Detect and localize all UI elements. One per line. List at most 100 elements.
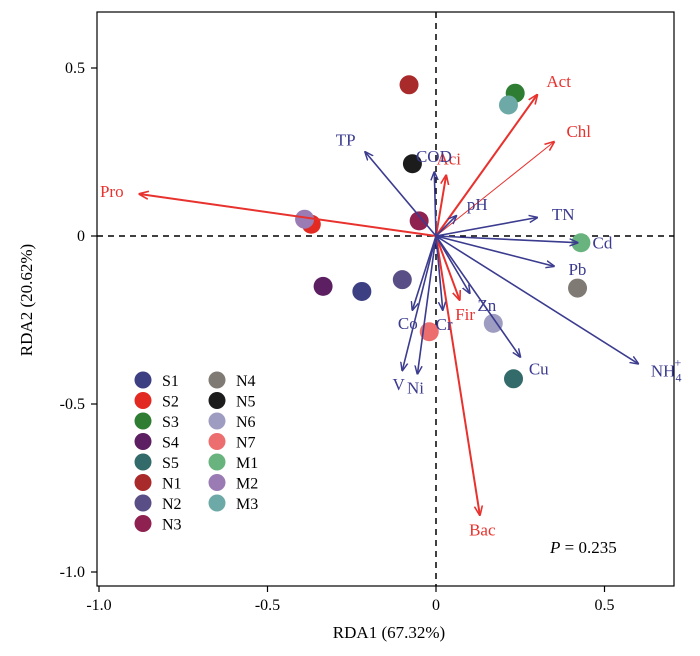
sample-point-n5 bbox=[402, 154, 422, 174]
legend-marker-n1 bbox=[134, 474, 152, 491]
env-label-pb: Pb bbox=[568, 260, 586, 279]
env-arrow-pb bbox=[435, 235, 554, 266]
env-arrow-cr bbox=[435, 235, 443, 310]
legend-label-n4: N4 bbox=[236, 373, 256, 390]
env-label-cod: COD bbox=[416, 147, 452, 166]
species-label-pro: Pro bbox=[100, 182, 124, 201]
legend-label-n3: N3 bbox=[162, 517, 182, 534]
sample-points bbox=[295, 75, 591, 389]
env-label-ph: pH bbox=[467, 195, 488, 214]
y-tick-label: -0.5 bbox=[60, 396, 85, 413]
legend-label-s1: S1 bbox=[162, 373, 179, 390]
env-label-tn: TN bbox=[552, 205, 575, 224]
x-axis-ticks: -1.0 -0.5 0 0.5 bbox=[86, 586, 615, 614]
legend-label-n2: N2 bbox=[162, 496, 182, 513]
y-axis-label: RDA2 (20.62%) bbox=[17, 244, 36, 356]
env-arrow-tn bbox=[435, 218, 537, 237]
y-tick-label: 0 bbox=[77, 228, 85, 245]
env-label-base: NH bbox=[651, 362, 676, 381]
species-arrow-act bbox=[435, 95, 537, 237]
legend-label-s5: S5 bbox=[162, 455, 179, 472]
sample-point-n4 bbox=[568, 278, 588, 298]
env-arrow-cod bbox=[434, 172, 436, 237]
legend-label-n1: N1 bbox=[162, 476, 182, 493]
legend-label-s2: S2 bbox=[162, 394, 179, 411]
env-label-ni: Ni bbox=[407, 379, 424, 398]
legend-label-n7: N7 bbox=[236, 435, 256, 452]
species-arrow-fir bbox=[435, 235, 460, 300]
legend: S1 S2 S3 S4 S5 N1 N2 N3 N4 N5 N6 N7 M1 M2 M3 bbox=[134, 371, 258, 534]
env-label-tp: TP bbox=[336, 131, 356, 150]
x-tick-label: 0.5 bbox=[595, 597, 615, 614]
env-arrow-co bbox=[412, 235, 437, 310]
p-value-annotation: P = 0.235 bbox=[549, 538, 617, 557]
x-tick-label: 0 bbox=[432, 597, 440, 614]
legend-marker-n3 bbox=[134, 515, 152, 532]
env-label-nh: NH4+ bbox=[651, 356, 682, 385]
species-arrow-pro bbox=[139, 194, 437, 237]
x-axis-label: RDA1 (67.32%) bbox=[333, 623, 445, 642]
plot-frame bbox=[96, 11, 675, 587]
p-value-symbol: P bbox=[549, 538, 560, 557]
sample-point-m3 bbox=[498, 95, 518, 115]
env-label-zn: Zn bbox=[477, 296, 496, 315]
species-label-aci: Aci bbox=[436, 150, 461, 169]
env-label-cr: Cr bbox=[436, 315, 453, 334]
legend-marker-s3 bbox=[134, 412, 152, 430]
x-tick-label: -1.0 bbox=[86, 597, 111, 614]
sample-point-n6 bbox=[483, 313, 503, 333]
legend-marker-s2 bbox=[134, 392, 152, 409]
legend-label-n5: N5 bbox=[236, 394, 256, 411]
legend-marker-n6 bbox=[208, 412, 226, 430]
x-tick-label: -0.5 bbox=[255, 597, 280, 614]
species-label-act: Act bbox=[546, 72, 571, 91]
legend-marker-s4 bbox=[134, 433, 152, 450]
legend-label-m1: M1 bbox=[236, 455, 258, 472]
legend-label-n6: N6 bbox=[236, 414, 256, 431]
p-value-text: = 0.235 bbox=[560, 538, 616, 557]
legend-label-s4: S4 bbox=[162, 435, 179, 452]
sample-point-s5 bbox=[504, 369, 524, 389]
species-label-bac: Bac bbox=[469, 521, 496, 540]
env-label-superscript: + bbox=[674, 356, 681, 370]
species-arrow-bac bbox=[435, 235, 480, 515]
legend-marker-n7 bbox=[208, 433, 226, 450]
env-arrow-ni bbox=[417, 235, 437, 374]
sample-point-s1 bbox=[352, 281, 372, 301]
env-arrow-zn bbox=[435, 235, 470, 293]
legend-label-m2: M2 bbox=[236, 476, 258, 493]
sample-point-n2 bbox=[392, 270, 412, 290]
legend-label-s3: S3 bbox=[162, 414, 179, 431]
env-arrow-cd bbox=[435, 235, 578, 243]
sample-point-m2 bbox=[295, 209, 315, 229]
legend-marker-n2 bbox=[134, 494, 152, 512]
species-label-fir: Fir bbox=[455, 305, 475, 324]
env-arrow-ph bbox=[435, 216, 456, 237]
env-label-cu: Cu bbox=[529, 359, 549, 378]
legend-marker-m3 bbox=[208, 494, 226, 512]
env-label-subscript: 4 bbox=[675, 371, 681, 385]
sample-point-s4 bbox=[313, 276, 333, 296]
sample-point-n1 bbox=[399, 75, 419, 95]
env-label-cd: Cd bbox=[593, 233, 613, 252]
species-arrow-aci bbox=[435, 176, 446, 237]
sample-point-n3 bbox=[409, 211, 429, 231]
legend-marker-n5 bbox=[208, 392, 226, 409]
env-arrow-v bbox=[402, 235, 437, 370]
env-arrow-tp bbox=[365, 152, 437, 237]
env-arrow-nh bbox=[435, 235, 638, 364]
legend-marker-s5 bbox=[134, 453, 152, 471]
legend-marker-n4 bbox=[208, 371, 226, 389]
y-tick-label: 0.5 bbox=[65, 60, 85, 77]
species-label-chl: Chl bbox=[566, 122, 591, 141]
y-tick-label: -1.0 bbox=[60, 564, 85, 581]
legend-marker-m1 bbox=[208, 453, 226, 471]
legend-marker-m2 bbox=[208, 474, 226, 491]
y-axis-ticks: -1.0 -0.5 0 0.5 bbox=[60, 60, 97, 581]
legend-label-m3: M3 bbox=[236, 496, 258, 513]
sample-point-m1 bbox=[571, 233, 591, 253]
legend-marker-s1 bbox=[134, 371, 152, 389]
env-arrow-cu bbox=[435, 235, 520, 357]
